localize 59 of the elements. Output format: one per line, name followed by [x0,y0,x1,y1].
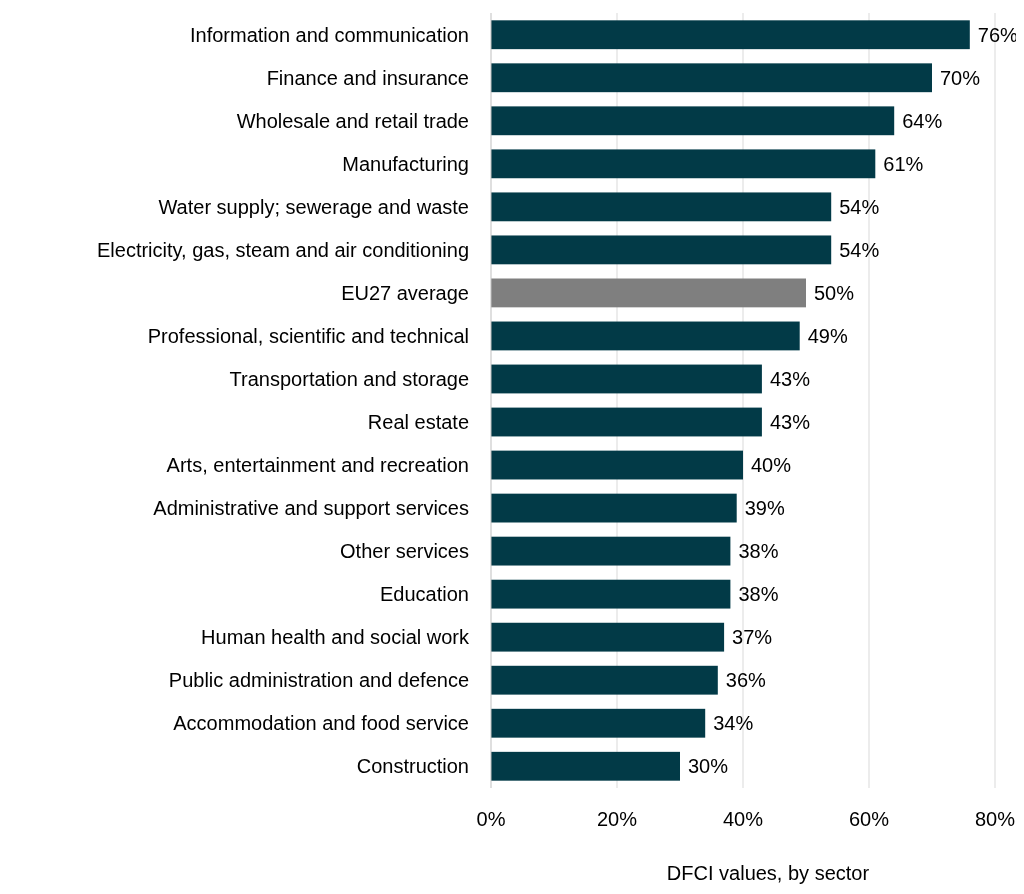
bar [491,622,725,652]
y-tick-label: Real estate [367,411,469,434]
bar [491,278,806,308]
y-tick-label: Electricity, gas, steam and air conditioning [96,238,469,261]
y-tick-label: Manufacturing [342,152,469,175]
bar [491,751,680,781]
data-label: 38% [738,583,779,606]
y-tick-label: Human health and social work [201,626,470,649]
data-label: 39% [744,497,785,520]
y-tick-label: Professional, scientific and technical [147,324,469,347]
data-label: 49% [807,324,848,347]
data-label: 37% [732,626,773,649]
y-tick-label: Finance and insurance [266,66,469,89]
data-label: 70% [940,66,981,89]
data-label: 61% [883,152,924,175]
y-tick-label: Administrative and support services [153,497,469,520]
bar [491,364,762,394]
bar [491,321,800,351]
y-tick-label: Other services [340,540,469,563]
data-label: 40% [751,454,792,477]
bar [491,536,731,566]
bar [491,708,706,738]
data-label: 64% [902,109,943,132]
y-tick-label: Information and communication [189,23,469,46]
y-tick-label: EU27 average [341,281,469,304]
data-label: 43% [769,367,811,390]
y-tick-label: Accommodation and food service [173,712,469,735]
data-label: 50% [814,281,855,304]
bar [491,20,970,50]
y-tick-label: Wholesale and retail trade [236,109,469,132]
bar [491,579,731,609]
x-tick-label: 80% [974,808,1016,830]
data-label: 43% [769,411,811,434]
bar [491,63,932,93]
x-tick-label: 20% [596,808,638,830]
bar [491,106,895,136]
bar [491,407,762,437]
data-label: 34% [713,712,754,735]
y-tick-label: Transportation and storage [229,367,469,390]
bar [491,493,737,523]
bar [491,235,832,265]
data-label: 54% [839,238,880,261]
data-label: 54% [839,195,880,218]
bar [491,149,876,179]
y-tick-label: Education [380,583,469,606]
x-axis-title: DFCI values, by sector [666,862,870,884]
y-tick-label: Water supply; sewerage and waste [158,195,469,218]
data-label: 38% [738,540,779,563]
data-label: 36% [725,669,767,692]
y-tick-label: Public administration and defence [168,669,469,692]
x-tick-label: 0% [476,808,506,830]
bar [491,450,743,480]
data-label: 30% [688,755,729,778]
bar [491,192,832,222]
y-tick-label: Construction [356,755,469,778]
x-tick-label: 40% [722,808,764,830]
y-tick-label: Arts, entertainment and recreation [166,454,469,477]
x-tick-label: 60% [848,808,890,830]
bar [491,665,718,695]
